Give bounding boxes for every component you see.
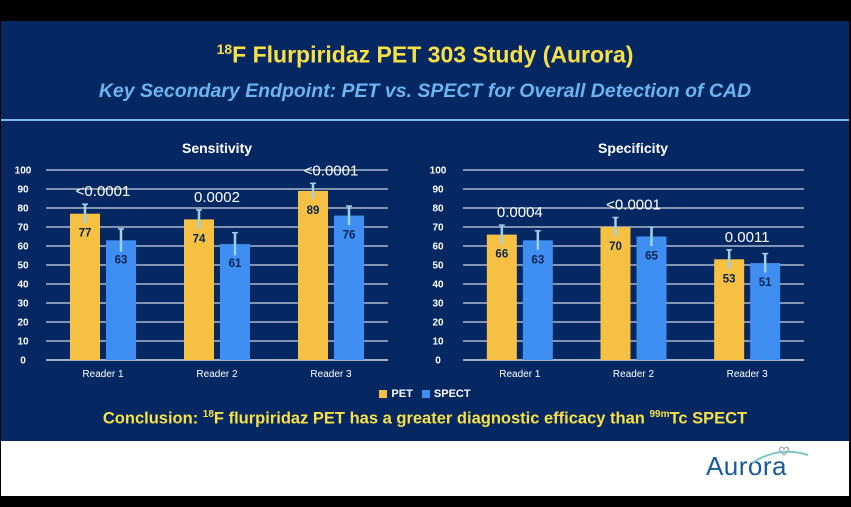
y-tick-label: 100 <box>15 166 32 177</box>
title-divider <box>1 119 849 121</box>
y-tick-label: 0 <box>435 356 441 367</box>
bar-spect <box>636 236 667 360</box>
chart-title: Sensitivity <box>182 140 252 156</box>
slide-subtitle: Key Secondary Endpoint: PET vs. SPECT fo… <box>98 80 752 102</box>
bar-pet <box>486 234 517 360</box>
y-tick-label: 90 <box>432 185 444 196</box>
p-value-annotation: <0.0001 <box>304 162 359 179</box>
data-label: 89 <box>307 205 320 217</box>
y-tick-label: 10 <box>432 337 444 348</box>
bar-spect <box>334 215 364 360</box>
data-label: 63 <box>531 254 544 266</box>
category-label: Reader 2 <box>196 369 238 380</box>
category-label: Reader 3 <box>310 369 352 380</box>
y-tick-label: 30 <box>432 299 444 310</box>
y-tick-label: 100 <box>430 166 447 177</box>
slide: 18F Flurpiridaz PET 303 Study (Aurora) K… <box>1 21 849 441</box>
data-label: 70 <box>609 241 622 253</box>
legend-item-pet: PET <box>379 388 413 400</box>
conclusion-text: Conclusion: 18F flurpiridaz PET has a gr… <box>102 409 748 428</box>
category-label: Reader 1 <box>499 369 541 380</box>
bar-pet <box>714 259 745 360</box>
p-value-annotation: <0.0001 <box>76 183 131 200</box>
data-label: 51 <box>759 277 772 289</box>
data-label: 65 <box>645 251 658 263</box>
data-label: 77 <box>79 228 92 240</box>
legend-item-spect: SPECT <box>421 388 471 400</box>
legend: PET SPECT <box>1 388 849 401</box>
y-tick-label: 0 <box>20 356 26 367</box>
y-tick-label: 50 <box>17 261 29 272</box>
chart-title: Specificity <box>598 140 668 156</box>
p-value-annotation: 0.0004 <box>497 204 543 221</box>
bar-spect <box>750 263 781 360</box>
y-tick-label: 40 <box>17 280 29 291</box>
y-tick-label: 90 <box>17 185 29 196</box>
category-label: Reader 1 <box>82 369 124 380</box>
slide-title: 18F Flurpiridaz PET 303 Study (Aurora) <box>216 41 634 68</box>
y-tick-label: 60 <box>432 242 444 253</box>
footer-bar: Aurora <box>1 441 849 496</box>
y-tick-label: 70 <box>432 223 444 234</box>
heart-swoosh-icon <box>751 446 809 464</box>
bar-pet <box>298 190 328 360</box>
y-tick-label: 80 <box>17 204 29 215</box>
data-label: 76 <box>343 230 356 242</box>
legend-swatch-spect <box>421 390 430 398</box>
logo-text: Aurora <box>705 451 787 481</box>
y-tick-label: 20 <box>17 318 29 329</box>
data-label: 61 <box>229 258 242 270</box>
charts-area: Sensitivity01020304050607080901007763Rea… <box>15 140 804 380</box>
p-value-annotation: 0.0002 <box>194 189 240 206</box>
bar-pet <box>600 227 631 360</box>
data-label: 63 <box>115 254 128 266</box>
y-tick-label: 20 <box>432 318 444 329</box>
data-label: 74 <box>193 233 206 245</box>
y-tick-label: 70 <box>17 223 29 234</box>
y-tick-label: 10 <box>17 337 29 348</box>
aurora-logo: Aurora <box>705 446 809 482</box>
bar-pet <box>70 213 100 360</box>
data-label: 53 <box>723 273 736 285</box>
y-tick-label: 60 <box>17 242 29 253</box>
p-value-annotation: <0.0001 <box>606 197 661 214</box>
legend-swatch-pet <box>379 390 388 398</box>
category-label: Reader 2 <box>613 369 655 380</box>
bar-spect <box>106 240 136 360</box>
data-label: 66 <box>495 249 508 261</box>
y-tick-label: 80 <box>432 204 444 215</box>
bar-spect <box>220 244 250 360</box>
bar-spect <box>522 240 553 360</box>
y-tick-label: 50 <box>432 261 444 272</box>
p-value-annotation: 0.0011 <box>725 229 770 246</box>
bar-pet <box>184 219 214 360</box>
y-tick-label: 30 <box>17 299 29 310</box>
category-label: Reader 3 <box>727 369 769 380</box>
y-tick-label: 40 <box>432 280 444 291</box>
